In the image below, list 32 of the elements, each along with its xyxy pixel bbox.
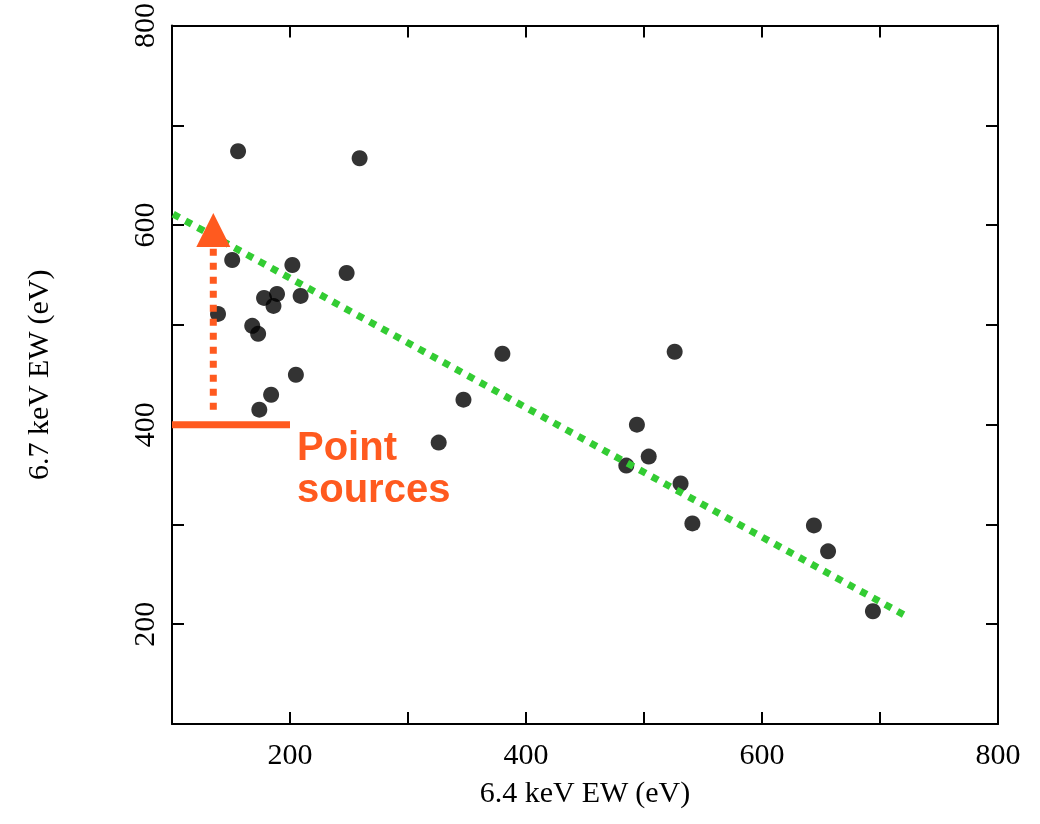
point [230,143,247,160]
point [628,416,645,433]
point [265,297,282,314]
y-tick-label: 600 [126,202,160,248]
point [292,287,309,304]
y-axis-title: 6.7 keV EW (eV) [20,269,55,480]
point [351,150,368,167]
point [263,386,280,403]
point [250,325,267,342]
point [287,366,304,383]
x-tick-label: 200 [267,736,313,770]
y-tick-label: 400 [126,402,160,448]
point [251,401,268,418]
point [455,391,472,408]
point [820,543,837,560]
x-tick-label: 800 [975,736,1021,770]
point [430,434,447,451]
y-tick-label: 800 [126,3,160,48]
annotation: Point sources [297,424,451,510]
point [684,515,701,532]
point [666,343,683,360]
point [224,252,241,268]
point [338,264,355,281]
point [640,448,657,465]
x-tick-label: 600 [739,736,785,770]
point [805,517,822,534]
point [494,345,511,362]
x-axis-title: 6.4 keV EW (eV) [479,774,691,809]
point [284,256,301,273]
point [864,603,881,620]
x-tick-label: 400 [503,736,549,770]
y-tick-label: 200 [126,601,160,647]
